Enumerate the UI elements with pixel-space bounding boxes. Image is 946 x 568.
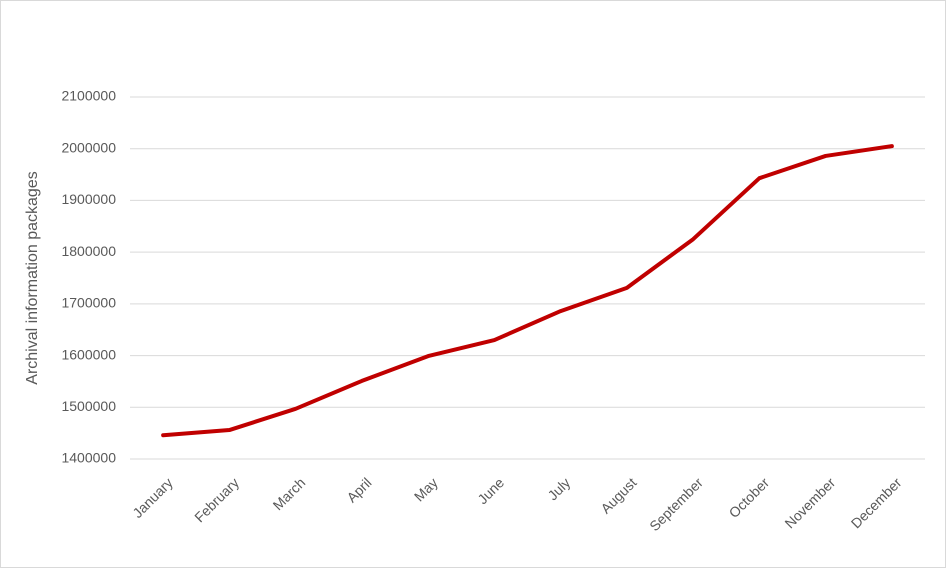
y-axis-label: Archival information packages: [24, 171, 41, 384]
y-tick-label: 1700000: [61, 295, 116, 311]
y-tick-label: 2000000: [61, 139, 116, 155]
y-tick-label: 2100000: [61, 88, 116, 104]
y-tick-label: 1500000: [61, 398, 116, 414]
y-tick-label: 1600000: [61, 346, 116, 362]
y-tick-label: 1400000: [61, 450, 116, 466]
y-tick-label: 1900000: [61, 191, 116, 207]
line: [161, 144, 894, 438]
y-tick-label: 1800000: [61, 243, 116, 259]
